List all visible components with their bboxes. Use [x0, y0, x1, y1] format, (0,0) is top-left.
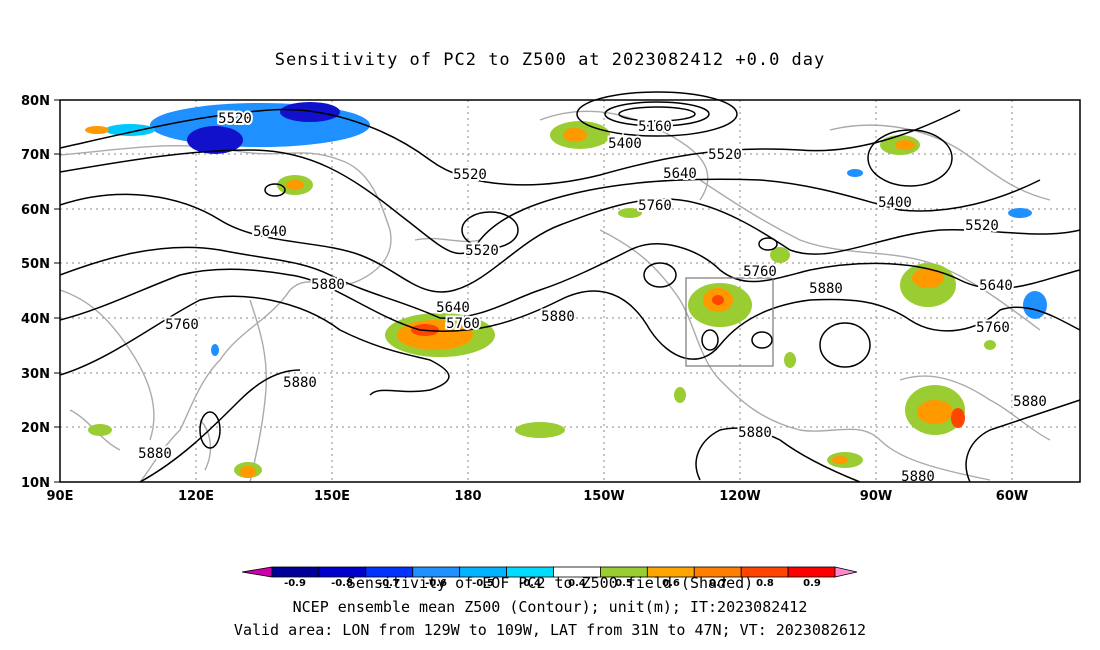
- contour-label: 5520: [708, 147, 742, 163]
- contour-label: 5640: [253, 224, 287, 240]
- z500-contours: [59, 91, 1081, 483]
- lon-tick-label: 180: [454, 489, 481, 504]
- contour-label: 5880: [738, 425, 772, 441]
- lat-tick-label: 20N: [21, 421, 50, 436]
- positive-blob: [240, 466, 256, 478]
- lon-axis: 90E 120E 150E 180 150W 120W 90W 60W: [47, 489, 1029, 504]
- contour-label: 5520: [965, 218, 999, 234]
- weak-positive-blob: [674, 387, 686, 403]
- caption-shading: Sensitivity of EOF PC2 to Z500 field (Sh…: [346, 574, 754, 592]
- weak-negative-blob: [105, 124, 155, 136]
- contour-label: 5400: [878, 195, 912, 211]
- contour-label: 5160: [638, 119, 672, 135]
- colorbar-label: -0.8: [331, 578, 353, 589]
- lon-tick-label: 150E: [314, 489, 350, 504]
- colorbar-labels: -0.9 -0.8 -0.7 -0.6 -0.5 -0.4 0.4 0.5 0.…: [284, 578, 821, 589]
- positive-blob: [895, 140, 915, 150]
- map-frame: [59, 99, 1081, 483]
- colorbar-label: 0.9: [803, 578, 821, 589]
- colorbar-label: -0.5: [472, 578, 494, 589]
- sensitivity-shading: [85, 102, 1047, 478]
- strong-positive-blob: [712, 295, 724, 305]
- positive-blob: [832, 456, 848, 464]
- lat-tick-label: 60N: [21, 203, 50, 218]
- caption-valid-area: Valid area: LON from 129W to 109W, LAT f…: [233, 621, 867, 639]
- negative-blob: [847, 169, 863, 177]
- strong-negative-blob: [280, 102, 340, 122]
- positive-blob: [286, 180, 304, 190]
- colorbar-label: -0.4: [519, 578, 541, 589]
- weak-positive-blob: [88, 424, 112, 436]
- negative-blob: [1023, 291, 1047, 319]
- lon-tick-label: 120W: [719, 489, 760, 504]
- positive-blob: [85, 126, 109, 134]
- lat-tick-label: 40N: [21, 312, 50, 327]
- contour-labels: 5160 5400 5400 5520 5520 5520 5520 5520 …: [136, 109, 1049, 487]
- colorbar-label: 0.7: [709, 578, 727, 589]
- colorbar: [241, 566, 858, 578]
- contour-label: 5640: [663, 166, 697, 182]
- contour-label: 5640: [436, 300, 470, 316]
- contour-label: 5520: [465, 243, 499, 259]
- lon-tick-label: 90E: [47, 489, 74, 504]
- contour-label: 5880: [138, 446, 172, 462]
- colorbar-label: 0.8: [756, 578, 774, 589]
- chart-title: Sensitivity of PC2 to Z500 at 2023082412…: [274, 50, 826, 70]
- weak-negative-blob: [211, 344, 219, 356]
- lat-tick-label: 10N: [21, 476, 50, 491]
- contour-label: 5760: [743, 264, 777, 280]
- lat-tick-marks: [54, 99, 60, 483]
- contour-label: 5760: [165, 317, 199, 333]
- lat-tick-label: 80N: [21, 94, 50, 109]
- lat-tick-label: 50N: [21, 257, 50, 272]
- caption-contour: NCEP ensemble mean Z500 (Contour); unit(…: [292, 598, 808, 616]
- contour-label: 5880: [283, 375, 317, 391]
- contour-label: 5880: [311, 277, 345, 293]
- lat-tick-label: 70N: [21, 148, 50, 163]
- weak-positive-blob: [618, 208, 642, 218]
- lat-tick-label: 30N: [21, 367, 50, 382]
- lon-tick-label: 120E: [178, 489, 214, 504]
- weak-positive-blob: [984, 340, 996, 350]
- weak-positive-blob: [515, 422, 565, 438]
- lat-axis: 80N 70N 60N 50N 40N 30N 20N 10N: [21, 94, 50, 491]
- colorbar-label: 0.5: [615, 578, 633, 589]
- colorbar-segment: [834, 566, 858, 578]
- colorbar-label: -0.9: [284, 578, 306, 589]
- strong-negative-blob: [187, 126, 243, 154]
- contour-label: 5880: [1013, 394, 1047, 410]
- contour-label: 5760: [976, 320, 1010, 336]
- colorbar-label: -0.7: [378, 578, 400, 589]
- contour-label: 5880: [541, 309, 575, 325]
- weak-positive-blob: [784, 352, 796, 368]
- contour-label: 5640: [979, 278, 1013, 294]
- lat-lon-grid: [60, 100, 1080, 482]
- contour-label: 5520: [453, 167, 487, 183]
- lon-tick-label: 90W: [860, 489, 892, 504]
- positive-blob: [563, 128, 587, 142]
- contour-label: 5880: [809, 281, 843, 297]
- colorbar-label: 0.6: [662, 578, 680, 589]
- strong-positive-blob: [951, 408, 965, 428]
- weak-positive-blob: [770, 247, 790, 263]
- contour-label: 5520: [218, 111, 252, 127]
- lon-tick-label: 150W: [583, 489, 624, 504]
- colorbar-label: -0.6: [425, 578, 447, 589]
- negative-blob: [1008, 208, 1032, 218]
- valid-area-box: [685, 277, 774, 367]
- positive-blob: [917, 400, 953, 424]
- contour-label: 5400: [608, 136, 642, 152]
- contour-label: 5760: [638, 198, 672, 214]
- lon-tick-label: 60W: [996, 489, 1028, 504]
- contour-label: 5760: [446, 316, 480, 332]
- colorbar-label: 0.4: [568, 578, 586, 589]
- positive-blob: [912, 268, 944, 288]
